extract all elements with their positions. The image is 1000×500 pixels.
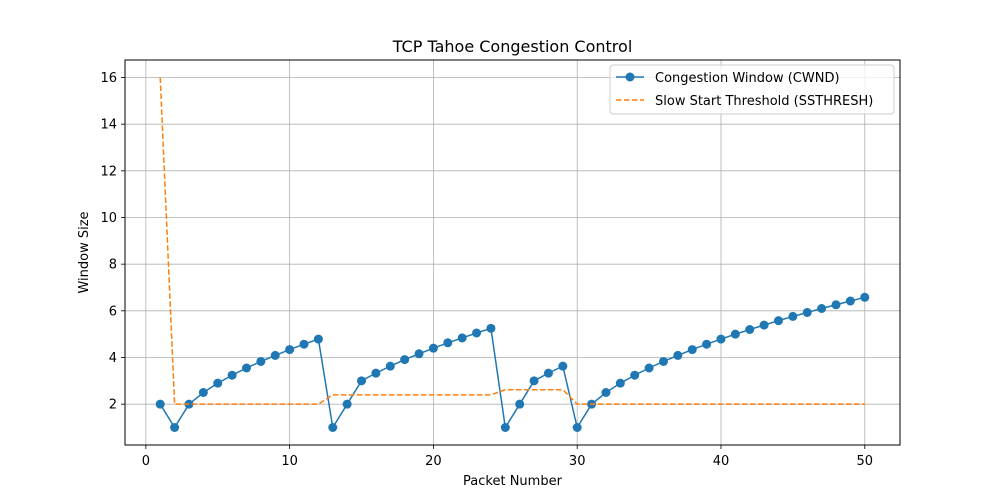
data-point [313, 334, 323, 344]
data-point [745, 325, 755, 334]
legend-box [609, 64, 895, 115]
data-point [227, 370, 237, 380]
data-point [759, 320, 769, 330]
y-tick-label: 16 [100, 71, 117, 86]
y-tick-label: 12 [100, 164, 117, 179]
data-point [601, 388, 611, 397]
data-point [515, 399, 525, 409]
data-point [730, 329, 740, 339]
data-point [357, 376, 367, 386]
data-point [342, 399, 352, 409]
data-point [572, 423, 582, 432]
data-point [486, 323, 496, 333]
data-point [817, 304, 827, 313]
x-tick-label: 50 [856, 454, 873, 469]
x-tick-label: 20 [425, 454, 442, 469]
data-point [630, 370, 640, 380]
y-tick-label: 4 [109, 351, 117, 366]
x-tick-label: 10 [281, 454, 298, 469]
data-point [558, 361, 568, 371]
data-point [658, 356, 668, 366]
data-point [256, 356, 266, 366]
data-point [673, 350, 683, 360]
data-point [385, 361, 395, 371]
legend-marker-cwnd [625, 72, 635, 82]
legend-label-ssthresh: Slow Start Threshold (SSTHRESH) [655, 94, 873, 109]
data-point [500, 423, 510, 432]
data-point [543, 368, 553, 378]
y-axis-label: Window Size [77, 211, 92, 293]
data-point [472, 328, 482, 338]
data-point [285, 345, 295, 355]
data-point [702, 339, 712, 349]
data-point [443, 338, 453, 348]
data-point [328, 423, 338, 432]
data-point [529, 376, 539, 386]
x-axis-label: Packet Number [463, 474, 563, 489]
data-point [299, 339, 309, 349]
legend: Congestion Window (CWND) Slow Start Thre… [609, 64, 895, 115]
y-tick-label: 6 [109, 304, 117, 319]
data-point [860, 292, 870, 302]
data-point [428, 343, 438, 353]
x-tick-label: 40 [713, 454, 730, 469]
y-tick-label: 8 [109, 258, 117, 273]
data-point [802, 307, 812, 317]
data-point [774, 316, 784, 326]
y-tick-label: 2 [109, 398, 117, 413]
data-point [241, 363, 251, 373]
data-point [155, 399, 165, 409]
data-point [788, 311, 798, 321]
ticks: 0 10 20 30 40 50 2 4 6 8 10 12 14 16 [100, 71, 873, 469]
series-line-1 [159, 77, 865, 405]
series-layer [155, 77, 870, 432]
data-point [687, 345, 697, 355]
plot-frame [124, 59, 901, 446]
data-point [831, 300, 841, 310]
chart-title: TCP Tahoe Congestion Control [392, 37, 633, 56]
data-point [457, 333, 467, 343]
data-point [845, 296, 855, 306]
x-tick-label: 0 [142, 454, 150, 469]
data-point [213, 378, 223, 388]
data-point [400, 355, 410, 365]
y-tick-label: 14 [100, 118, 117, 133]
data-point [371, 368, 381, 378]
data-point [170, 423, 180, 432]
y-tick-label: 10 [100, 211, 117, 226]
data-point [414, 349, 424, 359]
x-tick-label: 30 [569, 454, 586, 469]
legend-label-cwnd: Congestion Window (CWND) [655, 71, 840, 86]
data-point [615, 378, 625, 388]
data-point [716, 334, 726, 344]
data-point [270, 350, 280, 360]
data-point [198, 388, 208, 397]
data-point [644, 363, 654, 373]
